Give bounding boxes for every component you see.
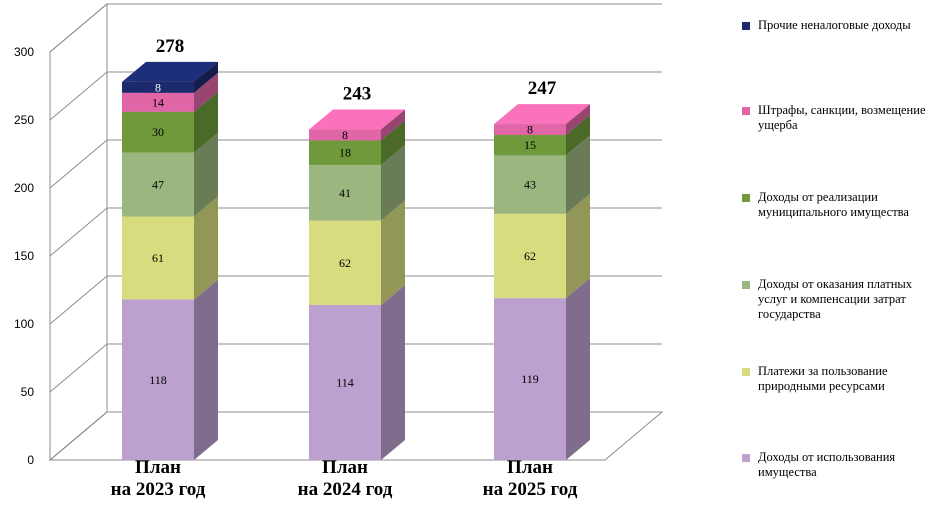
bar-front <box>309 129 381 141</box>
bar-side <box>566 135 590 214</box>
gridline <box>49 207 662 257</box>
y-tick-label: 100 <box>14 317 34 331</box>
bar-front <box>309 220 381 305</box>
bar-top <box>309 109 405 130</box>
legend-swatch <box>742 454 750 462</box>
gridline <box>49 411 662 461</box>
total-label: 247 <box>528 78 557 99</box>
bar-front <box>122 92 194 112</box>
bar-segment: 8 <box>494 104 590 137</box>
bar-segment: 8 <box>122 61 218 94</box>
y-tick-label: 300 <box>14 45 34 59</box>
y-tick-label: 250 <box>14 113 34 127</box>
gridline <box>49 139 662 189</box>
bar-side <box>381 144 405 221</box>
bar-side <box>566 114 590 156</box>
legend-label: Штрафы, санкции, возмещение ущерба <box>758 103 926 132</box>
data-label: 8 <box>155 80 161 94</box>
legend-swatch <box>742 107 750 115</box>
bar-front <box>122 299 194 460</box>
bar-front <box>122 152 194 217</box>
legend-swatch <box>742 22 750 30</box>
bar-front <box>494 298 566 460</box>
bar-segment: 118 <box>122 279 218 460</box>
legend-label: Прочие неналоговые доходы <box>758 18 911 32</box>
bar-side <box>566 104 590 135</box>
data-label: 43 <box>524 178 536 192</box>
legend: Прочие неналоговые доходы Штрафы, санкции… <box>742 0 948 524</box>
legend-swatch <box>742 194 750 202</box>
bar-front <box>309 164 381 221</box>
bar-side <box>194 196 218 300</box>
legend-label: Доходы от реализации муниципального имущ… <box>758 190 909 219</box>
x-tick-label: План <box>507 457 553 478</box>
x-tick-label: на 2023 год <box>111 479 206 500</box>
legend-swatch <box>742 281 750 289</box>
bar-front <box>309 304 381 460</box>
data-label: 119 <box>521 372 539 386</box>
data-label: 62 <box>339 256 351 270</box>
bar-side <box>194 132 218 217</box>
total-label: 243 <box>343 84 372 105</box>
x-tick-label: План <box>322 457 368 478</box>
gridlines <box>49 3 662 461</box>
y-tick-label: 0 <box>27 453 34 467</box>
data-label: 41 <box>339 186 351 200</box>
x-tick-label: План <box>135 457 181 478</box>
gridline <box>49 275 662 325</box>
bars: 1186147301482781146241188243119624315824… <box>122 36 590 460</box>
bar-side <box>381 109 405 141</box>
bar-top <box>494 104 590 125</box>
bar-front <box>494 134 566 156</box>
data-label: 61 <box>152 251 164 265</box>
bar-front <box>494 213 566 299</box>
bar-side <box>194 72 218 112</box>
gridline <box>49 3 662 53</box>
data-label: 30 <box>152 125 164 139</box>
bar-front <box>122 81 194 93</box>
x-tick-label: на 2025 год <box>483 479 578 500</box>
bar-side <box>381 284 405 460</box>
bar-segment: 114 <box>309 284 405 460</box>
total-label: 278 <box>156 36 185 57</box>
x-tick-label: на 2024 год <box>298 479 393 500</box>
bar-top <box>122 61 218 82</box>
data-label: 47 <box>152 178 164 192</box>
y-tick-label: 50 <box>21 385 35 399</box>
y-tick-label: 200 <box>14 181 34 195</box>
data-label: 114 <box>336 375 354 389</box>
legend-swatch <box>742 368 750 376</box>
data-label: 118 <box>149 373 167 387</box>
data-label: 8 <box>342 128 348 142</box>
bar-side <box>194 91 218 153</box>
y-axis: 0 50 100 150 200 250 300 <box>14 45 51 467</box>
bar-segment: 8 <box>309 109 405 142</box>
data-label: 14 <box>152 95 164 109</box>
bar-side <box>194 61 218 93</box>
bar-front <box>122 216 194 300</box>
gridline <box>49 71 662 121</box>
data-label: 18 <box>339 146 351 160</box>
bar-segment: 119 <box>494 278 590 460</box>
bar-front <box>309 140 381 165</box>
y-tick-label: 150 <box>14 249 34 263</box>
bar-side <box>566 193 590 299</box>
bar-front <box>494 124 566 135</box>
legend-label: Платежи за пользование природными ресурс… <box>758 364 888 393</box>
bar-side <box>381 120 405 165</box>
bar-side <box>381 200 405 305</box>
bar-front <box>494 155 566 214</box>
data-label: 8 <box>527 123 533 137</box>
legend-label: Доходы от оказания платных услуг и компе… <box>758 277 913 321</box>
data-label: 62 <box>524 249 536 263</box>
data-label: 15 <box>524 138 536 152</box>
legend-label: Доходы от использования имущества <box>758 450 896 479</box>
gridline <box>49 343 662 393</box>
bar-front <box>122 111 194 153</box>
bar-side <box>566 278 590 460</box>
bar-side <box>194 279 218 460</box>
